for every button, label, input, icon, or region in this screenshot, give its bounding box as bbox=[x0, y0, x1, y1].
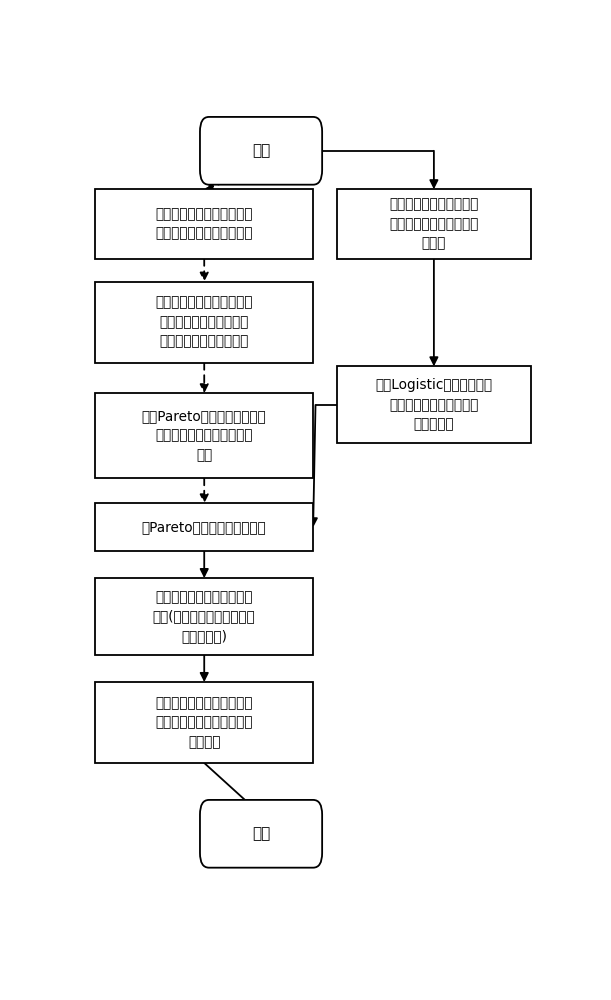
Text: 基于Logistic模型构建组网
时间、碍撞率和占用信道
的协商曲线: 基于Logistic模型构建组网 时间、碍撞率和占用信道 的协商曲线 bbox=[375, 378, 492, 431]
Text: 将用户划分为用户组，以分
组为单位构建入网测距模型: 将用户划分为用户组，以分 组为单位构建入网测距模型 bbox=[155, 207, 253, 241]
Text: 实际组网用户量、碍撞率
及时间需求、信道数限制
等条件: 实际组网用户量、碍撞率 及时间需求、信道数限制 等条件 bbox=[389, 197, 478, 250]
Text: 根据理想点信息，进行用户
分组、到达率设置、测距信
道配置等: 根据理想点信息，进行用户 分组、到达率设置、测距信 道配置等 bbox=[155, 696, 253, 749]
Bar bbox=[95, 578, 313, 655]
FancyBboxPatch shape bbox=[200, 800, 322, 868]
Bar bbox=[95, 282, 313, 363]
Bar bbox=[337, 189, 531, 259]
Bar bbox=[337, 366, 531, 443]
Bar bbox=[95, 393, 313, 478]
Bar bbox=[95, 503, 313, 551]
Text: 由Pareto最优解集构成预案库: 由Pareto最优解集构成预案库 bbox=[142, 520, 266, 534]
Bar bbox=[95, 682, 313, 763]
Text: 基于Pareto进化算法进行多输
入条件下的多目标优化问题
求解: 基于Pareto进化算法进行多输 入条件下的多目标优化问题 求解 bbox=[142, 409, 266, 462]
Text: 开始: 开始 bbox=[252, 143, 270, 158]
Text: 以组网时间最短、碍撞率最
低、占用信道数最少为目
标，构建多目标优化问题: 以组网时间最短、碍撞率最 低、占用信道数最少为目 标，构建多目标优化问题 bbox=[155, 296, 253, 349]
Text: 结束: 结束 bbox=[252, 826, 270, 841]
FancyBboxPatch shape bbox=[200, 117, 322, 185]
Bar bbox=[95, 189, 313, 259]
Text: 获得符合实际组网需求的理
想点(分组用户数、到达率、
分组信道数): 获得符合实际组网需求的理 想点(分组用户数、到达率、 分组信道数) bbox=[153, 590, 255, 643]
